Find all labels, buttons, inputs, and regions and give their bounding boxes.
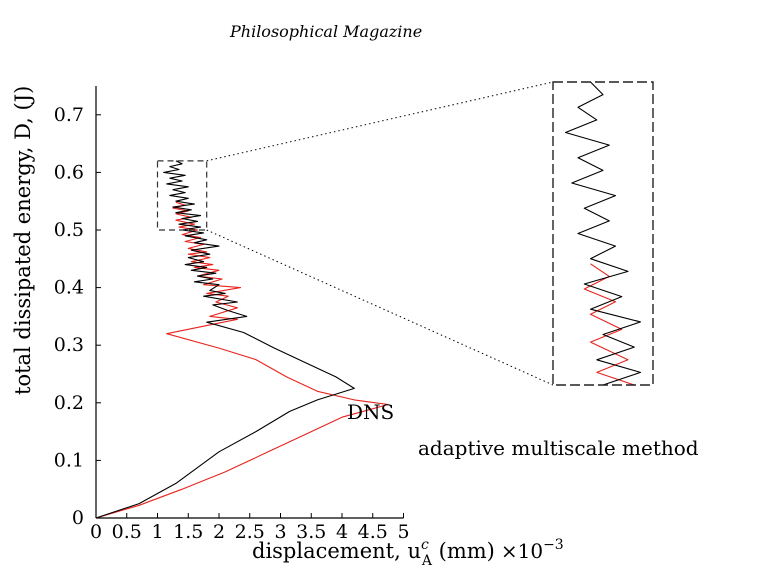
x-tick-label: 3.5 xyxy=(296,521,326,543)
inset-plot xyxy=(564,82,642,385)
annotation-adaptive: adaptive multiscale method xyxy=(418,436,699,460)
ticks: 0 0.5 1 1.5 2 2.5 3 3.5 4 4.5 5 0 0.1 0.2 0.3 0.4 0.5 0.6… xyxy=(54,104,410,543)
x-multiplier: ×10 xyxy=(501,539,543,563)
x-tick-label: 1.5 xyxy=(173,521,203,543)
journal-header: Philosophical Magazine xyxy=(230,22,423,41)
inset-background xyxy=(553,82,653,385)
y-tick-label: 0.1 xyxy=(54,449,84,471)
x-tick-label: 4.5 xyxy=(358,521,388,543)
x-axis-title: displacement, uc A (mm) ×10−3 xyxy=(252,537,564,569)
y-tick-label: 0.4 xyxy=(54,277,84,299)
x-axis-label-sub: A xyxy=(421,553,433,569)
inset-panel xyxy=(552,81,654,386)
x-tick-label: 2.5 xyxy=(235,521,265,543)
x-tick-label: 1 xyxy=(151,521,163,543)
x-axis-label-sup: c xyxy=(421,537,429,553)
x-multiplier-exp: −3 xyxy=(543,537,564,553)
x-axis-label-text: displacement, u xyxy=(252,539,421,563)
inset-series-line-dns xyxy=(564,82,642,385)
plot-lines xyxy=(95,160,389,519)
x-tick-label: 0.5 xyxy=(112,521,142,543)
y-tick-label: 0.6 xyxy=(54,161,84,183)
series-line-dns xyxy=(95,160,355,519)
zoom-rectangle xyxy=(156,160,208,231)
y-tick-label: 0.7 xyxy=(54,104,84,126)
axes xyxy=(95,86,404,519)
y-tick-label: 0.5 xyxy=(54,219,84,241)
y-tick-label: 0.3 xyxy=(54,334,84,356)
connector-line-bottom xyxy=(206,229,554,386)
x-tick-label: 5 xyxy=(397,521,409,543)
x-tick-label: 4 xyxy=(336,521,348,543)
inset-series-line-adaptive-multiscale-method xyxy=(583,263,635,385)
x-tick-label: 0 xyxy=(90,521,102,543)
zoom-box xyxy=(156,81,554,386)
annotation-dns: DNS xyxy=(347,400,394,424)
inset-border xyxy=(552,81,654,386)
x-tick-label: 3 xyxy=(274,521,286,543)
y-tick-label: 0.2 xyxy=(54,392,84,414)
y-tick-label: 0 xyxy=(72,507,84,529)
x-tick-label: 2 xyxy=(213,521,225,543)
series-line-adaptive-multiscale-method xyxy=(95,201,389,519)
y-axis-title: total dissipated energy, D, (J) xyxy=(11,86,35,395)
svg-text:displacement, ucA (mm)×10−3: displacement, uc A (mm) ×10−3 xyxy=(252,537,564,569)
connector-line-top xyxy=(206,81,554,162)
x-axis-label-unit: (mm) xyxy=(432,539,495,563)
